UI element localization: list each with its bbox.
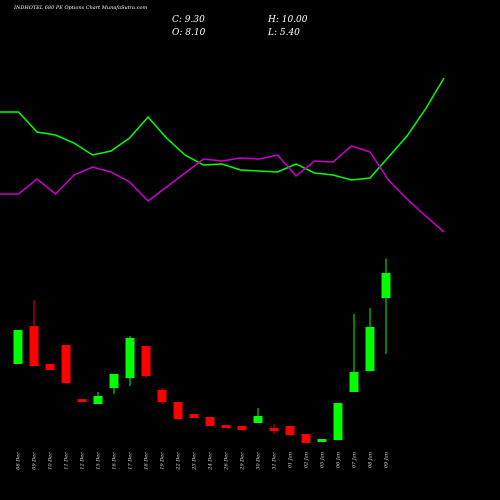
candle-body (285, 425, 295, 436)
x-tick-label: 30 Dec (256, 452, 262, 470)
indicator-line (0, 77, 445, 181)
x-tick-label: 17 Dec (128, 452, 134, 470)
x-tick-label: 10 Dec (48, 452, 54, 470)
candle-body (349, 372, 359, 393)
x-tick-label: 24 Dec (208, 452, 214, 471)
candle-body (205, 416, 215, 426)
candle-body (173, 402, 183, 420)
low-label: L: 5.40 (267, 28, 300, 38)
x-tick-label: 16 Dec (112, 452, 118, 470)
x-tick-label: 06 Jan (336, 452, 342, 468)
candle-body (221, 425, 231, 429)
x-tick-label: 08 Jan (368, 452, 374, 468)
x-tick-label: 11 Dec (64, 452, 70, 470)
candle-body (253, 415, 263, 424)
candle-body (157, 389, 167, 403)
candle-body (365, 326, 375, 372)
chart-title: INDHOTEL 680 PE Options Chart MunafaSutr… (13, 5, 148, 11)
x-tick-label: 31 Dec (272, 452, 278, 470)
x-tick-label: 22 Dec (176, 452, 182, 471)
candle-body (93, 395, 103, 405)
candle-body (45, 363, 55, 370)
candle-body (317, 439, 327, 442)
close-label: C: 9.30 (172, 15, 205, 25)
open-label: O: 8.10 (172, 28, 206, 38)
x-tick-label: 12 Dec (80, 452, 86, 470)
candle-body (13, 330, 23, 364)
x-tick-label: 15 Dec (96, 452, 102, 470)
candle-body (29, 326, 39, 367)
x-tick-label: 23 Dec (192, 452, 198, 471)
x-tick-label: 18 Dec (144, 452, 150, 470)
x-tick-label: 07 Jan (352, 452, 358, 468)
x-tick-label: 09 Jan (384, 452, 390, 468)
candle-body (109, 373, 119, 389)
x-tick-label: 19 Dec (160, 452, 166, 470)
candle-body (301, 434, 311, 443)
candle-body (61, 345, 71, 384)
candle-body (77, 399, 87, 403)
candle-body (381, 273, 391, 299)
x-tick-label: 26 Dec (224, 452, 230, 471)
indicator-line (0, 145, 445, 233)
candle-body (141, 346, 151, 377)
x-tick-label: 05 Jan (320, 452, 326, 468)
candle-body (237, 425, 247, 431)
x-tick-label: 02 Jan (304, 452, 310, 468)
x-tick-label: 09 Dec (32, 452, 38, 470)
candle-body (269, 428, 279, 431)
x-tick-label: 01 Jan (288, 452, 294, 468)
high-label: H: 10.00 (267, 15, 308, 25)
x-tick-label: 29 Dec (240, 452, 246, 471)
candle-body (333, 403, 343, 441)
candle-body (125, 337, 135, 379)
candle-body (189, 414, 199, 419)
x-tick-label: 08 Dec (16, 452, 22, 470)
